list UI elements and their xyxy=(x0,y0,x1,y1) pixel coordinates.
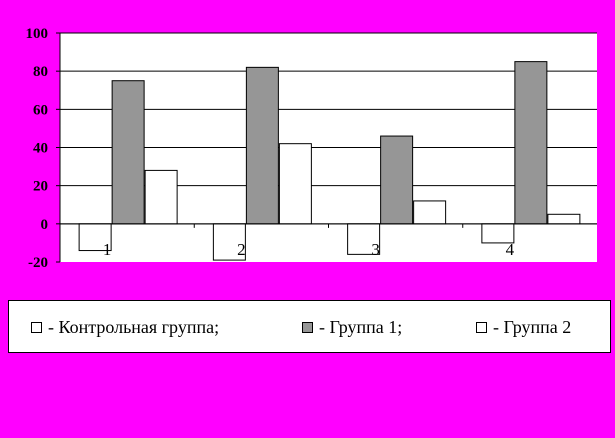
bar-group-2-cat-1 xyxy=(144,169,178,225)
legend-label-group-2: - Группа 2 xyxy=(493,316,572,337)
legend-item-group-2: - Группа 2 xyxy=(476,316,571,338)
x-category-label: 3 xyxy=(371,240,380,259)
legend: - Контрольная группа; - Группа 1; - Груп… xyxy=(8,300,611,353)
bar-group-2-cat-3 xyxy=(413,200,447,225)
legend-label-control-group: - Контрольная группа; xyxy=(48,316,220,337)
y-tick-label: 40 xyxy=(33,141,48,157)
legend-swatch-control-group xyxy=(31,321,42,333)
y-tick-label: -20 xyxy=(28,255,48,271)
bar-group-2-cat-2 xyxy=(278,143,312,225)
y-tick-label: 80 xyxy=(33,64,48,80)
x-category-label: 2 xyxy=(237,240,246,259)
x-category-label: 1 xyxy=(103,240,112,259)
bar-group-1-cat-4 xyxy=(514,61,548,225)
y-tick-label: 60 xyxy=(33,102,48,118)
x-category-label: 4 xyxy=(506,240,515,259)
legend-item-control-group: - Контрольная группа; xyxy=(31,316,219,338)
legend-swatch-group-1 xyxy=(302,321,313,333)
bar-group-1-cat-2 xyxy=(245,66,279,225)
y-tick-label: 100 xyxy=(26,26,49,42)
legend-item-group-1: - Группа 1; xyxy=(302,316,402,338)
legend-swatch-group-2 xyxy=(476,321,487,333)
bar-control-group-cat-1 xyxy=(78,223,112,252)
bar-control-group-cat-3 xyxy=(347,223,381,255)
legend-label-group-1: - Группа 1; xyxy=(319,316,403,337)
bar-group-1-cat-1 xyxy=(111,80,145,225)
y-tick-label: 20 xyxy=(33,179,48,195)
bar-group-1-cat-3 xyxy=(380,135,414,225)
bar-group-2-cat-4 xyxy=(547,213,581,225)
y-tick-label: 0 xyxy=(41,217,49,233)
